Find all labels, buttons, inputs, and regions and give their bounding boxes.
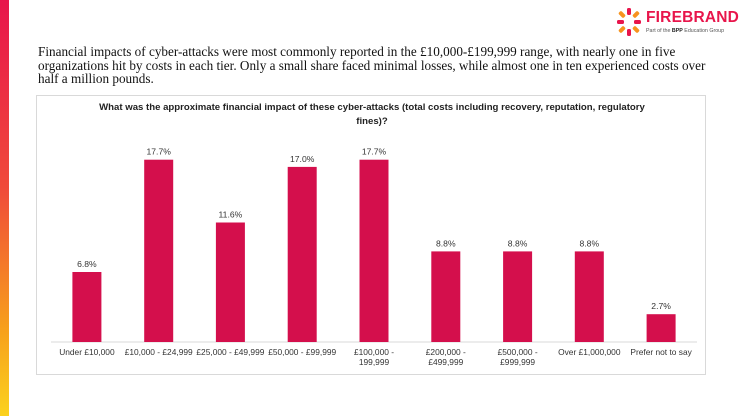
brand-name: FIREBRAND [646,9,740,26]
category-label-4: £100,000 -199,999 [354,347,394,367]
category-label-line: £500,000 - [498,347,538,357]
category-label-line: £25,000 - £49,999 [196,347,264,357]
bar-0 [72,272,102,342]
category-label-6: £500,000 -£999,999 [498,347,538,367]
summary-text: Financial impacts of cyber-attacks were … [38,44,706,86]
bar-2 [215,222,245,342]
category-label-line: £499,999 [428,357,463,367]
bar-5 [431,251,461,342]
category-label-line: 199,999 [359,357,390,367]
category-label-line: £10,000 - £24,999 [125,347,193,357]
value-label-2: 11.6% [219,210,243,220]
bar-7 [574,251,604,342]
value-label-0: 6.8% [77,259,97,269]
category-label-line: Over £1,000,000 [558,347,621,357]
chart-panel: What was the approximate financial impac… [36,95,706,375]
category-label-line: Under £10,000 [59,347,115,357]
bar-3 [287,166,317,342]
bar-4 [359,159,389,342]
category-label-5: £200,000 -£499,999 [426,347,466,367]
bar-1 [144,159,174,342]
category-label-1: £10,000 - £24,999 [125,347,193,357]
value-label-5: 8.8% [436,238,456,248]
category-label-line: £200,000 - [426,347,466,357]
value-label-7: 8.8% [580,238,600,248]
bar-6 [503,251,533,342]
category-label-line: £100,000 - [354,347,394,357]
value-label-3: 17.0% [290,154,315,164]
category-label-line: Prefer not to say [630,347,692,357]
value-label-6: 8.8% [508,238,528,248]
chart-title: What was the approximate financial impac… [99,102,645,127]
category-label-line: £50,000 - £99,999 [268,347,336,357]
category-label-0: Under £10,000 [59,347,115,357]
brand-tagline: Part of the BPP Education Group [646,28,725,34]
value-label-8: 2.7% [651,301,671,311]
category-label-7: Over £1,000,000 [558,347,621,357]
value-label-4: 17.7% [362,147,387,157]
accent-stripe [0,0,9,416]
category-label-3: £50,000 - £99,999 [268,347,336,357]
category-label-2: £25,000 - £49,999 [196,347,264,357]
category-label-8: Prefer not to say [630,347,692,357]
value-label-1: 17.7% [147,147,172,157]
category-label-line: £999,999 [500,357,535,367]
bar-8 [646,314,676,342]
firebrand-logo: FIREBRAND Part of the BPP Education Grou… [616,7,739,41]
flame-logo-icon [617,8,641,36]
bar-chart: 6.8% Under £10,000 17.7% £10,000 - £24,999 1… [51,147,697,367]
